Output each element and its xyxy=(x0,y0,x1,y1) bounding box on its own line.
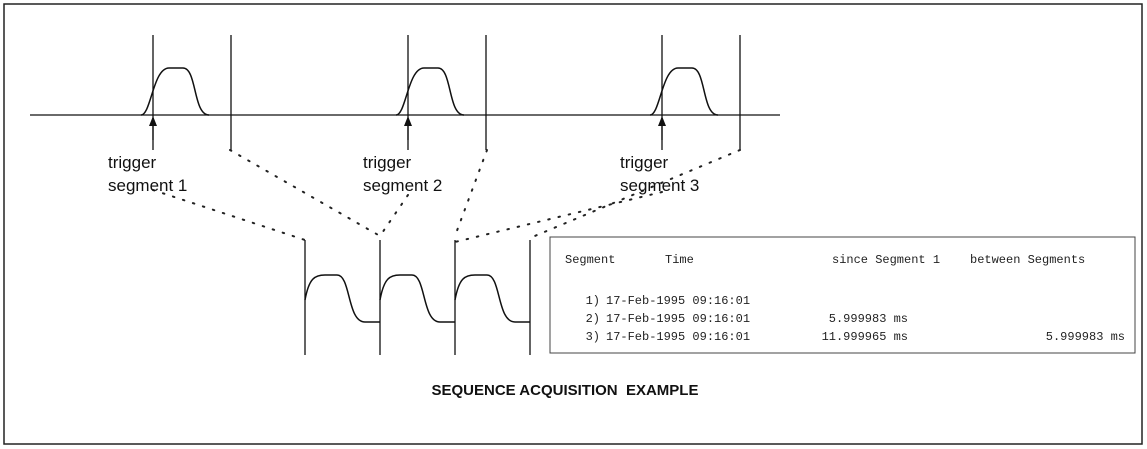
segment-label: segment 1 xyxy=(108,176,187,195)
row-between: 5.999983 ms xyxy=(1046,330,1125,344)
arrow-head xyxy=(404,116,412,126)
segment-wave xyxy=(379,274,455,323)
segment-label: segment 2 xyxy=(363,176,442,195)
dotted-link xyxy=(454,149,488,237)
segment-wave xyxy=(454,274,530,323)
row-since: 11.999965 ms xyxy=(822,330,908,344)
segment-label: segment 3 xyxy=(620,176,699,195)
row-index: 1) xyxy=(586,294,600,308)
dotted-link xyxy=(229,149,381,237)
trigger-label: trigger xyxy=(363,153,412,172)
row-index: 2) xyxy=(586,312,600,326)
header: Segment xyxy=(565,253,615,267)
dotted-link xyxy=(454,191,663,243)
arrow-head xyxy=(149,116,157,126)
header: since Segment 1 xyxy=(832,253,940,267)
row-time: 17-Feb-1995 09:16:01 xyxy=(606,294,750,308)
row-since: 5.999983 ms xyxy=(829,312,908,326)
trigger-label: trigger xyxy=(108,153,157,172)
pulse xyxy=(395,67,465,116)
dotted-link xyxy=(379,194,409,237)
dotted-link xyxy=(529,149,741,239)
header: between Segments xyxy=(970,253,1085,267)
pulse xyxy=(140,67,210,116)
trigger-label: trigger xyxy=(620,153,669,172)
row-time: 17-Feb-1995 09:16:01 xyxy=(606,330,750,344)
frame xyxy=(3,3,1143,445)
dotted-link xyxy=(152,189,306,241)
title: SEQUENCE ACQUISITION EXAMPLE xyxy=(432,382,699,399)
header: Time xyxy=(665,253,694,267)
arrow-head xyxy=(658,116,666,126)
row-time: 17-Feb-1995 09:16:01 xyxy=(606,312,750,326)
info-box xyxy=(549,236,1136,354)
row-index: 3) xyxy=(586,330,600,344)
pulse xyxy=(649,67,719,116)
segment-wave xyxy=(304,274,380,323)
